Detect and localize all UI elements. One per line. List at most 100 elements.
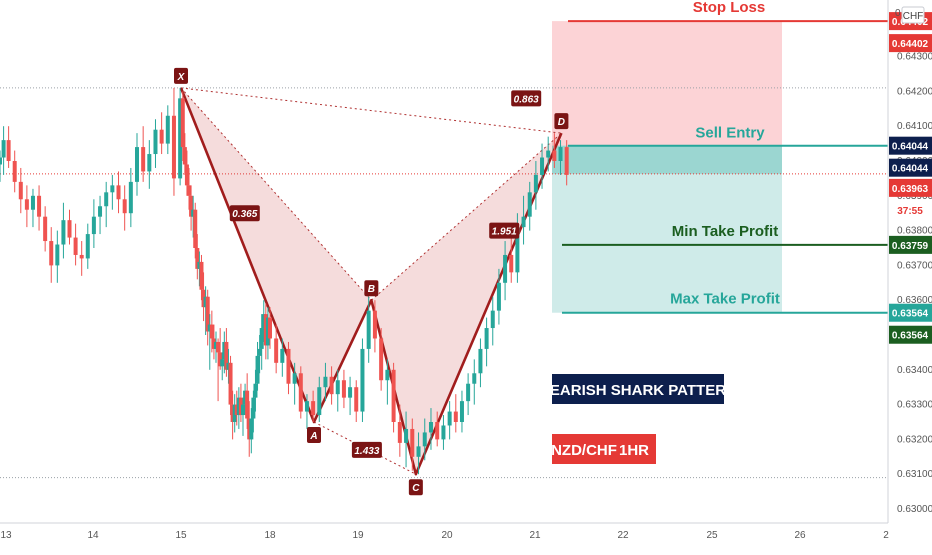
instrument-label: NZD/CHF (551, 442, 617, 459)
candle-body (372, 310, 377, 339)
candle-body (243, 390, 248, 405)
candle-body (354, 387, 359, 412)
x-tick-label: 21 (529, 530, 541, 541)
y-tick-label: 0.63800 (897, 226, 932, 237)
candle-body (182, 147, 187, 165)
max-take-profit-label: Max Take Profit (670, 291, 780, 308)
ratio-bd-box (489, 222, 520, 239)
candle-body (329, 376, 334, 395)
candle-body (199, 261, 204, 290)
candle-body (184, 164, 189, 186)
candle-body (234, 404, 239, 416)
candle-body (404, 428, 409, 443)
ratio-xd-label: 0.863 (514, 94, 539, 105)
candle-body (122, 199, 127, 214)
bcd-triangle (371, 133, 562, 475)
pattern-title-box (552, 374, 724, 404)
candle-body (366, 310, 371, 349)
price-tag-2b: 0.64044 (892, 164, 929, 175)
candle-body (230, 404, 235, 422)
candle-body (478, 348, 483, 374)
pattern-title: BEARISH SHARK PATTERN (539, 382, 737, 399)
y-tick-label: 0.63400 (897, 365, 932, 376)
candle-body (43, 216, 48, 242)
candle-body (128, 181, 133, 214)
candle-body (546, 150, 551, 158)
candle-body (180, 98, 185, 148)
candle-body (466, 383, 471, 402)
candle-body (222, 341, 227, 360)
candle-body (159, 129, 164, 144)
countdown-tag-box (889, 200, 932, 219)
candle-body (428, 422, 433, 433)
point-d-label: D (558, 117, 565, 128)
candle-body (18, 181, 23, 200)
currency-badge-box[interactable] (901, 6, 925, 24)
candle-body (509, 254, 514, 273)
candle-body (552, 150, 557, 161)
xab-triangle (181, 87, 372, 423)
candle-body (110, 185, 115, 193)
price-tag-4b-box (889, 325, 932, 344)
price-tag-1b: 0.64402 (892, 39, 929, 50)
y-tick-label: 0.63000 (897, 504, 932, 515)
candle-body (153, 129, 158, 155)
candle-body (207, 324, 212, 332)
candle-body (286, 348, 291, 384)
candle-body (197, 261, 202, 269)
ratio-bd-label: 1.951 (492, 227, 517, 238)
candle-body (249, 418, 254, 440)
y-tick-label: 0.64200 (897, 86, 932, 97)
candle-body (73, 237, 78, 255)
candle-body (201, 289, 206, 308)
candle-body (1, 140, 6, 158)
candle-body (236, 397, 241, 416)
candle-body (147, 154, 152, 172)
candle-body (211, 338, 216, 349)
candle-body (257, 348, 262, 356)
ratio-xb-box (229, 205, 260, 222)
candle-body (265, 317, 270, 346)
y-tick-label: 0.63200 (897, 434, 932, 445)
candle-body (484, 328, 489, 349)
price-tag-2a-box (889, 136, 932, 155)
candle-body (220, 359, 225, 367)
price-tag-4a: 0.63564 (892, 309, 929, 320)
xd-dashed-line (180, 87, 562, 134)
candle-body (247, 418, 252, 440)
candle-body (116, 185, 121, 200)
candle-body (178, 98, 183, 179)
candle-body (12, 161, 17, 182)
candle-body (447, 411, 452, 426)
candle-body (521, 216, 526, 228)
ac-dashed-line (313, 421, 417, 475)
candle-body (61, 220, 66, 245)
candle-body (422, 432, 427, 447)
candle-body (141, 147, 146, 172)
candle-body (193, 209, 198, 248)
instrument-box (552, 434, 656, 464)
candle-body (410, 428, 415, 457)
candle-body (259, 328, 264, 349)
candle-body (189, 195, 194, 217)
candle-body (397, 422, 402, 443)
point-a-label: A (309, 431, 317, 442)
candle-body (98, 206, 103, 217)
candle-body (527, 192, 532, 217)
x-tick-label: 22 (617, 530, 629, 541)
point-x-marker (174, 67, 188, 84)
candle-body (241, 404, 246, 416)
candle-body (564, 147, 569, 175)
candle-body (496, 282, 501, 311)
y-tick-label: 0.63300 (897, 400, 932, 411)
candle-body (79, 254, 84, 259)
candle-body (37, 195, 42, 217)
candle-body (261, 314, 266, 329)
candle-body (335, 380, 340, 395)
ratio-ac-box (351, 441, 382, 458)
x-tick-label: 26 (794, 530, 806, 541)
point-c-marker (408, 479, 423, 496)
candle-body (245, 390, 250, 419)
